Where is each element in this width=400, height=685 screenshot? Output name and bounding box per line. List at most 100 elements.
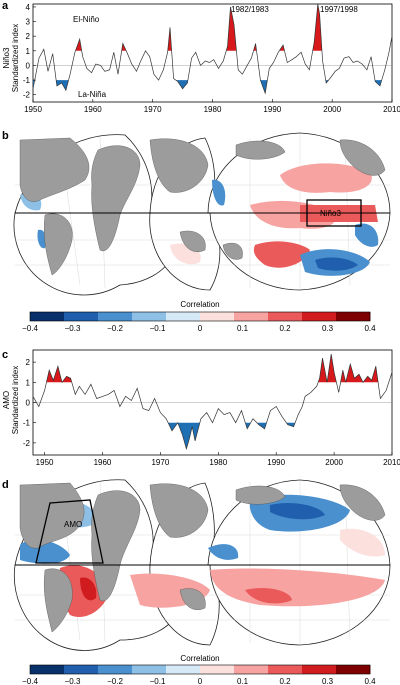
colorbar-d-swatch — [200, 665, 235, 674]
chart-c-negative-fill — [256, 422, 267, 429]
chart-c-series-line — [32, 353, 393, 451]
chart-a-ytick-label: 0 — [26, 61, 31, 70]
map-b: Niño3 — [13, 132, 391, 296]
colorbar-b-swatch — [64, 312, 99, 321]
colorbar-d-swatch — [166, 665, 201, 674]
map-d-corr-west-pacific-neg — [208, 544, 239, 560]
colorbar-d-swatch — [302, 665, 337, 674]
colorbar-b-ticks: −0.4 −0.3 −0.2 −0.1 0 0.1 0.2 0.3 0.4 — [22, 324, 376, 333]
colorbar-b-tick-label: −0.2 — [107, 324, 123, 333]
map-b-land-north-asia-east — [235, 140, 286, 160]
chart-c-positive-fill — [340, 370, 346, 383]
chart-c-xtick-label: 2000 — [325, 458, 343, 467]
map-b-land-australia — [179, 230, 206, 253]
panel-label-c: c — [2, 349, 8, 361]
colorbar-d-swatch — [30, 665, 65, 674]
map-b-nino3-label: Niño3 — [320, 209, 341, 218]
colorbar-d-swatch — [98, 665, 133, 674]
map-b-corr-north-pacific — [280, 163, 372, 193]
chart-c-positive-fill — [345, 364, 363, 383]
chart-c-xtick-label: 1960 — [94, 458, 112, 467]
chart-c-xtick-label: 1980 — [209, 458, 227, 467]
panel-label-a: a — [2, 0, 9, 12]
colorbar-d-title: Correlation — [180, 654, 219, 663]
colorbar-d-tick-label: 0.4 — [364, 677, 376, 685]
map-d-land-australia — [179, 588, 206, 611]
colorbar-b-swatch — [302, 312, 337, 321]
annotation-1982-1983: 1982/1983 — [231, 5, 269, 14]
colorbar-d-tick-label: −0.4 — [22, 677, 38, 685]
colorbar-d-swatch — [234, 665, 269, 674]
chart-a-xtick-label: 1990 — [263, 105, 281, 114]
colorbar-b-swatch — [30, 312, 65, 321]
map-b-nino3-box — [306, 199, 362, 227]
map-d-amo-box — [35, 499, 104, 564]
map-d-land-north-america-west — [339, 484, 386, 521]
colorbar-d-swatch — [268, 665, 303, 674]
chart-c-negative-fill — [177, 422, 200, 449]
chart-a-xtick-label: 2000 — [323, 105, 341, 114]
colorbar-b-title: Correlation — [180, 300, 219, 309]
chart-c-ytick-label: 2 — [26, 358, 31, 367]
panel-label-b: b — [2, 130, 9, 142]
colorbar-d-tick-label: −0.1 — [150, 677, 166, 685]
chart-a-ytick-label: 4 — [26, 3, 31, 12]
colorbar-b-swatch — [234, 312, 269, 321]
colorbar-d-tick-label: 0.1 — [237, 677, 249, 685]
annotation-el-nino: El-Niño — [73, 15, 100, 24]
chart-a-ytick-label: -1 — [23, 76, 31, 85]
chart-c-positive-fill — [327, 354, 337, 383]
colorbar-b — [29, 311, 371, 322]
chart-c-ytick-label: 1 — [26, 378, 31, 387]
colorbar-b-tick-label: 0.3 — [322, 324, 334, 333]
map-b-land-asia — [149, 138, 209, 193]
colorbar-b-tick-label: 0.2 — [279, 324, 291, 333]
colorbar-d-tick-label: 0 — [198, 677, 203, 685]
colorbar-d-tick-label: −0.2 — [107, 677, 123, 685]
chart-c-positive-fill — [363, 366, 379, 383]
colorbar-b-tick-label: −0.1 — [150, 324, 166, 333]
ylabel-c-line2: Standardized index — [11, 366, 20, 435]
colorbar-d-swatch — [132, 665, 167, 674]
colorbar-d-frame — [29, 664, 371, 675]
map-b-corr-east-pacific-neg — [355, 223, 379, 247]
colorbar-b-tick-label: −0.3 — [65, 324, 81, 333]
map-d-amo-label: AMO — [64, 520, 82, 529]
colorbar-b-swatch — [200, 312, 235, 321]
colorbar-b-swatch — [268, 312, 303, 321]
chart-c-ytick-label: 0 — [26, 399, 31, 408]
colorbar-d-swatch — [336, 665, 371, 674]
map-d-land-north-america — [19, 482, 85, 549]
ylabel-c-line1: AMO — [2, 391, 11, 409]
map-d-corr-east-pacific-pos — [340, 528, 385, 557]
colorbar-b-swatch — [98, 312, 133, 321]
chart-a-positive-fill — [226, 6, 237, 51]
panel-label-d: d — [2, 479, 9, 491]
chart-c-xtick-label: 1970 — [151, 458, 169, 467]
colorbar-d — [29, 664, 371, 675]
chart-c-ytick-label: -2 — [23, 439, 31, 448]
chart-c-ytick-label: -1 — [23, 419, 31, 428]
map-d-corr-south-atlantic-core — [80, 577, 97, 601]
colorbar-b-tick-label: 0 — [198, 324, 203, 333]
map-d-land-africa-europe — [91, 490, 141, 602]
chart-c-xtick-label: 1950 — [36, 458, 54, 467]
map-b-corr-south-pacific — [253, 241, 310, 268]
map-b-corr-west-pacific-neg — [212, 179, 226, 206]
chart-a-xtick-label: 1960 — [84, 105, 102, 114]
chart-a-positive-fill — [167, 27, 172, 51]
colorbar-b-tick-label: −0.4 — [22, 324, 38, 333]
chart-a-ytick-label: 2 — [26, 32, 31, 41]
colorbar-b-frame — [29, 311, 371, 322]
colorbar-b-tick-label: 0.4 — [364, 324, 376, 333]
colorbar-d-swatch — [64, 665, 99, 674]
colorbar-d-tick-label: −0.3 — [65, 677, 81, 685]
map-d-corr-south-pacific-core — [245, 588, 292, 604]
chart-c-positive-fill — [318, 358, 328, 383]
chart-a-ytick-label: 3 — [26, 18, 31, 27]
map-d-land-south-america — [44, 568, 73, 633]
chart-a-ytick-label: -2 — [23, 91, 31, 100]
map-b-land-north-america — [19, 137, 90, 202]
chart-c-positive-fill — [46, 366, 62, 383]
